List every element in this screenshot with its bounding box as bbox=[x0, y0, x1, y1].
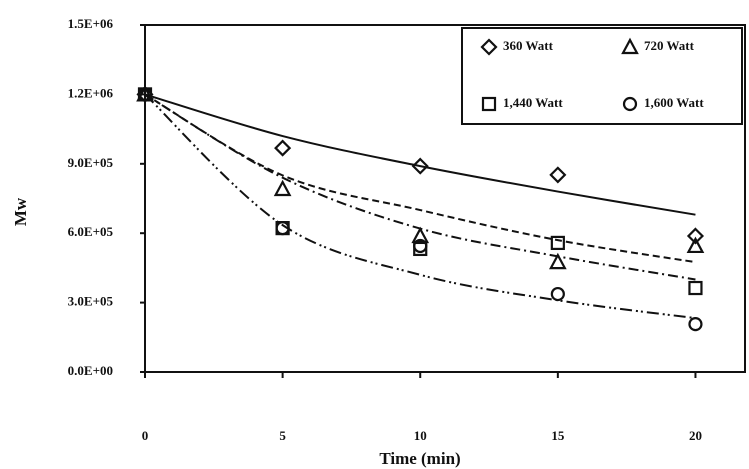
legend-label: 1,440 Watt bbox=[503, 95, 563, 110]
x-tick-label: 10 bbox=[414, 428, 427, 443]
y-tick-label: 1.2E+06 bbox=[68, 85, 114, 100]
data-point bbox=[550, 286, 565, 302]
legend-label: 1,600 Watt bbox=[644, 95, 704, 110]
fit-line bbox=[144, 93, 696, 264]
plot-frame bbox=[144, 24, 746, 373]
data-point bbox=[413, 238, 428, 254]
legend-box bbox=[461, 27, 743, 125]
legend-marker bbox=[480, 38, 498, 56]
x-tick-label: 0 bbox=[142, 428, 149, 443]
y-axis-title: Mw bbox=[11, 197, 30, 226]
data-point bbox=[411, 157, 429, 175]
y-tick-label: 3.0E+05 bbox=[68, 294, 114, 309]
x-axis-title: Time (min) bbox=[379, 449, 460, 468]
fit-line bbox=[144, 93, 696, 216]
x-tick-label: 5 bbox=[279, 428, 286, 443]
y-tick-label: 0.0E+00 bbox=[68, 363, 113, 378]
data-point bbox=[549, 252, 567, 270]
legend-marker bbox=[621, 37, 639, 55]
data-point bbox=[688, 280, 703, 296]
data-point bbox=[274, 139, 292, 157]
legend-label: 360 Watt bbox=[503, 38, 554, 53]
y-tick-label: 1.5E+06 bbox=[68, 16, 114, 31]
data-point bbox=[137, 87, 153, 102]
data-point bbox=[686, 227, 705, 245]
legend-marker bbox=[481, 96, 497, 112]
y-tick-label: 6.0E+05 bbox=[68, 224, 114, 239]
data-point bbox=[275, 221, 290, 236]
data-point bbox=[549, 166, 567, 184]
x-tick-label: 20 bbox=[689, 428, 702, 443]
x-tick-label: 15 bbox=[551, 428, 565, 443]
data-point bbox=[686, 236, 705, 254]
data-point bbox=[550, 235, 565, 251]
data-point bbox=[688, 317, 703, 332]
y-tick-label: 9.0E+05 bbox=[68, 155, 114, 170]
data-point bbox=[273, 179, 292, 197]
legend-label: 720 Watt bbox=[644, 38, 695, 53]
fit-line bbox=[144, 93, 696, 320]
legend-marker bbox=[622, 96, 638, 112]
